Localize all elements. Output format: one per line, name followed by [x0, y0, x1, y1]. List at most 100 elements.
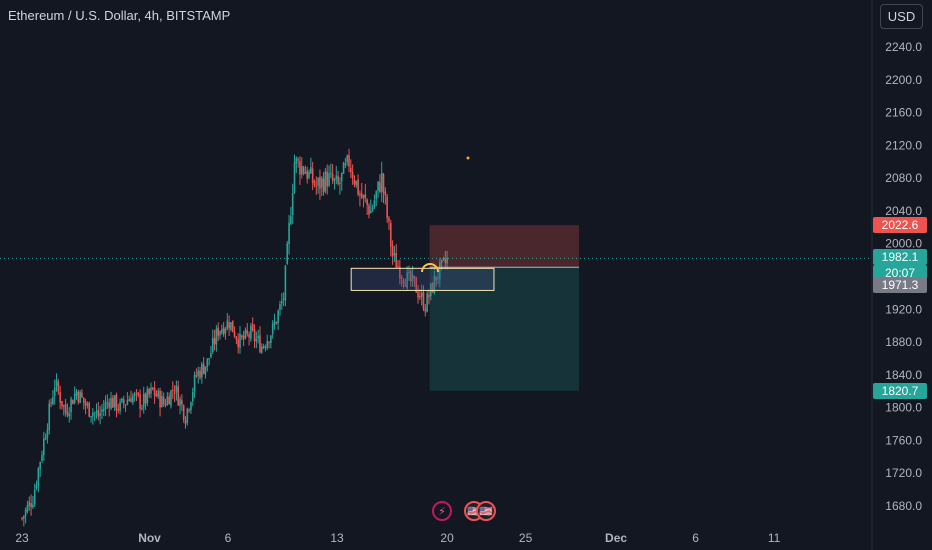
candle-body [222, 327, 225, 335]
candle-body [364, 194, 367, 199]
candle-body [202, 363, 205, 374]
candle-body [64, 404, 67, 413]
candle-body [422, 291, 425, 310]
candle-body [351, 172, 354, 179]
candle-body [155, 394, 158, 397]
candle-body [248, 334, 250, 338]
currency-button[interactable]: USD [880, 4, 923, 29]
candle-body [211, 337, 214, 352]
candle-body [426, 293, 428, 312]
candle-body [262, 345, 265, 348]
candle-body [399, 266, 401, 279]
candle-body [251, 324, 254, 330]
candle-body [257, 336, 259, 339]
candle-body [128, 399, 130, 402]
candle-body [77, 391, 80, 402]
candle-body [44, 437, 47, 440]
candle-body [108, 402, 110, 408]
candle-body [121, 398, 123, 402]
candle-body [132, 396, 134, 403]
candle-body [413, 276, 416, 279]
candle-body [397, 266, 399, 268]
candle-body [170, 390, 172, 406]
candle-body [153, 387, 156, 396]
candle-body [26, 505, 29, 512]
candle-body [33, 489, 36, 505]
candle-body [139, 394, 141, 409]
us-flag-icon[interactable]: 🇺🇸 [476, 501, 496, 521]
candle-body [84, 401, 87, 406]
candle-body [231, 320, 234, 333]
lightning-icon[interactable]: ⚡ [432, 501, 452, 521]
candle-body [424, 308, 427, 312]
candle-body [299, 161, 301, 175]
candle-body [39, 462, 41, 469]
take-profit-price-tag: 1820.7 [873, 382, 927, 399]
candle-body [88, 402, 91, 417]
candle-body [331, 173, 334, 181]
candle-body [52, 396, 54, 405]
candle-body [57, 381, 60, 392]
candle-body [126, 400, 129, 405]
candle-body [79, 391, 81, 404]
candle-body [368, 205, 370, 215]
candle-body [255, 338, 258, 342]
candle-body [235, 336, 238, 340]
candle-body [439, 262, 441, 280]
candle-body [168, 396, 170, 405]
candle-body [317, 178, 319, 186]
candle-body [360, 193, 363, 198]
candle-body [97, 410, 100, 417]
candle-body [215, 328, 218, 345]
candle-body [171, 389, 174, 392]
annotation-dot [466, 156, 470, 160]
candle-body [55, 380, 58, 387]
y-tick-label: 2000.0 [885, 237, 922, 251]
candle-body [213, 338, 216, 345]
last-price-tag: 1982.1 [873, 249, 927, 266]
candle-body [115, 394, 118, 411]
y-tick-label: 2240.0 [885, 40, 922, 54]
y-tick-label: 1920.0 [885, 302, 922, 316]
candle-body [386, 196, 388, 219]
candle-body [150, 387, 152, 394]
candle-body [444, 258, 447, 263]
candle-body [391, 245, 394, 257]
candle-body [304, 172, 307, 175]
candle-body [290, 216, 292, 224]
candle-body [93, 412, 96, 414]
y-tick-label: 1720.0 [885, 466, 922, 480]
candle-body [166, 396, 169, 405]
y-tick-label: 2160.0 [885, 106, 922, 120]
candle-body [82, 397, 85, 403]
candle-body [144, 393, 147, 404]
y-tick-label: 1760.0 [885, 433, 922, 447]
candle-body [48, 403, 51, 431]
candle-body [437, 277, 439, 280]
candle-body [104, 402, 107, 410]
candle-body [324, 171, 327, 192]
candle-body [442, 258, 445, 260]
candle-body [177, 386, 180, 406]
candle-body [162, 396, 165, 405]
candle-body [133, 393, 136, 397]
candle-body [259, 335, 261, 353]
candle-body [300, 165, 303, 175]
candle-body [286, 243, 289, 265]
candle-body [148, 388, 150, 395]
candle-body [21, 518, 23, 520]
candle-body [59, 391, 61, 403]
candle-body [41, 454, 43, 461]
y-tick-label: 2200.0 [885, 73, 922, 87]
candle-body [117, 409, 120, 411]
candle-body [23, 515, 25, 519]
candle-body [72, 400, 74, 405]
candle-body [328, 173, 330, 186]
candle-body [355, 180, 358, 186]
candle-body [208, 358, 210, 360]
candle-body [266, 340, 269, 349]
candle-body [152, 387, 154, 390]
candle-body [400, 277, 403, 279]
candle-body [440, 259, 443, 263]
